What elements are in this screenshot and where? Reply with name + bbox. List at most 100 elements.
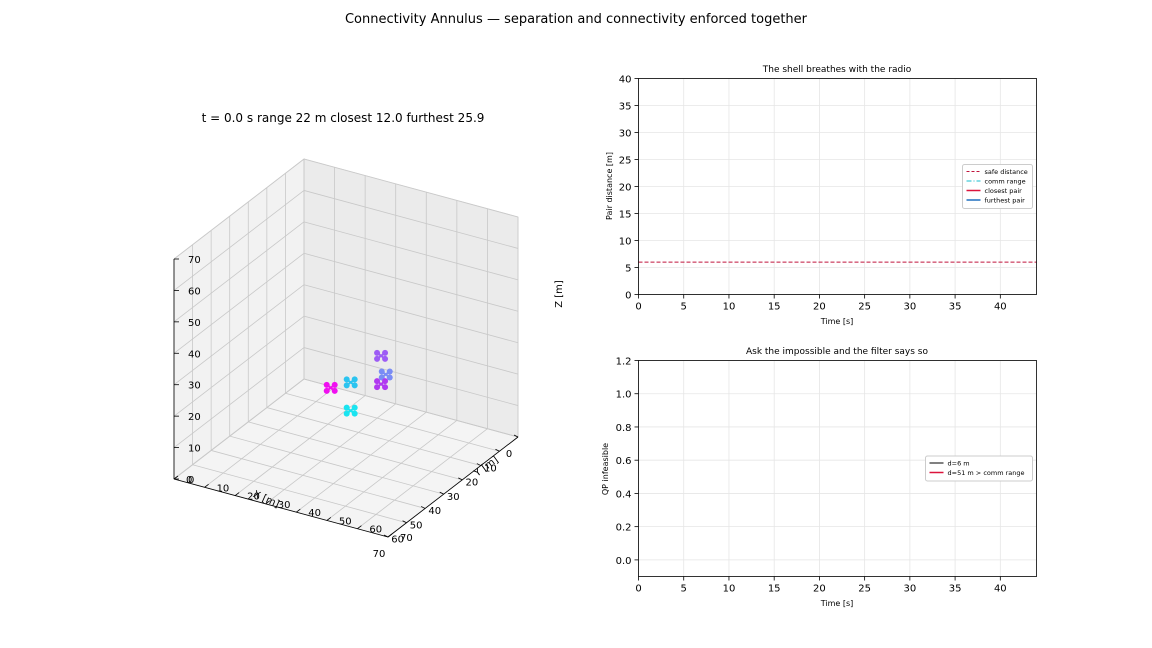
qp-infeasible-ticks: 0 5 10 15 20 25 30 35 40 0.0 0.2 0.4 0.6 0.8 1.0 1.2 [616,357,1007,595]
x-tick-label: 20 [465,478,478,489]
z-tick-label: 30 [188,381,201,392]
y-tick-label: 10 [217,483,230,494]
x-tick [513,434,519,438]
x-tick-label: 15 [768,584,781,595]
figure-title: Connectivity Annulus — separation and co… [345,12,808,27]
y-tick-label: 0 [186,475,192,486]
y-tick [296,508,301,513]
x-gridline [229,435,444,495]
z-gridline [173,347,305,448]
qp-infeasible-xlabel: Time [s] [820,599,854,608]
z-gridline [173,315,305,417]
pair-distance-xlabel: Time [s] [820,317,854,326]
y-tick-label: 50 [339,516,352,527]
x-tick-label: 10 [723,302,736,313]
z-tick-label: 60 [188,286,201,297]
x-tick [383,534,389,538]
y-tick-label: 0.0 [616,556,632,567]
drone-marker [323,381,338,394]
y-tick-label: 5 [625,264,631,275]
x-gridline [266,407,481,466]
y-tick-label: 0.6 [616,456,632,467]
x-gridline [192,464,407,524]
z-gridline [173,378,305,480]
drone-marker [343,376,358,389]
x-tick-label: 40 [994,302,1007,313]
y-tick-label: 30 [278,500,291,511]
y-tick-label: 0 [625,291,631,302]
panel-pair-distance: The shell breathes with the radio 0 5 10 15… [605,65,1037,326]
y-tick-label: 1.0 [616,390,632,401]
x-tick-label: 40 [994,584,1007,595]
x-tick-label: 40 [428,506,441,517]
3d-tick-labels: 0102030405060700102030405060700102030405… [173,255,519,560]
x-tick-label: 0 [635,584,641,595]
y-tick-label: 0.4 [616,489,632,500]
y-tick-label: 20 [619,183,632,194]
z-gridline [303,158,519,218]
x-tick-label: 60 [391,535,404,546]
y-gridline [326,420,458,521]
legend-label: d=6 m [948,460,970,468]
drone-marker [374,349,389,362]
x-tick-label: 5 [681,584,687,595]
y-tick-label: 70 [400,533,413,544]
y-tick [387,533,393,538]
legend-label: furthest pair [985,197,1026,205]
z-tick-label: 70 [188,255,201,266]
z-tick-label: 20 [188,412,201,423]
x-tick-label: 35 [949,584,962,595]
panel-3d-title: t = 0.0 s range 22 m closest 12.0 furthe… [202,111,485,125]
qp-infeasible-ylabel: QP infeasible [601,443,610,495]
y-tick [234,492,240,496]
drone-arm [381,370,391,379]
legend-label: comm range [985,178,1026,186]
x-tick-label: 0 [635,302,641,313]
3d-axes-panes [172,157,520,538]
y-tick [326,517,332,521]
x-gridline [211,450,426,509]
drone-arm [346,406,356,415]
y-tick-label: 1.2 [616,357,632,368]
y-tick [173,475,179,480]
x-tick-label: 70 [373,549,386,560]
z-gridline [173,221,305,323]
x-tick [439,491,444,495]
y-tick-label: 15 [619,210,632,221]
x-tick-label: 30 [447,492,460,503]
drone-marker [343,404,358,417]
pair-distance-title: The shell breathes with the radio [762,65,912,75]
drone-arm [346,378,356,387]
z-gridline [303,347,519,406]
y-gridline [357,428,488,530]
drone-arm [326,384,336,392]
z-gridline [303,378,519,438]
x-tick-label: 15 [768,302,781,313]
y-tick [357,525,362,530]
z-tick-label: 0 [188,475,194,486]
z-gridline [173,252,305,354]
x-tick-label: 0 [506,449,512,460]
z-gridline [173,158,305,260]
x-tick-label: 30 [903,302,916,313]
y-tick-label: 0.2 [616,523,632,534]
legend-box [925,455,1033,482]
legend-label: closest pair [985,187,1023,195]
3d-axis-lines [173,259,519,538]
y-axis-line [173,478,389,538]
qp-infeasible-title: Ask the impossible and the filter says s… [746,347,929,357]
x-tick-label: 35 [949,302,962,313]
drone-arm [376,352,386,360]
x-tick [476,463,482,466]
z-gridline [303,221,519,281]
panel-3d-formation: t = 0.0 s range 22 m closest 12.0 furthe… [172,111,565,560]
legend-box [962,164,1033,209]
y-tick-label: 40 [308,508,321,519]
y-tick-label: 10 [619,237,632,248]
z-gridline [303,190,519,249]
z-tick-label: 10 [188,444,201,455]
y-tick-label: 0.8 [616,423,632,434]
x-gridline [248,421,463,481]
